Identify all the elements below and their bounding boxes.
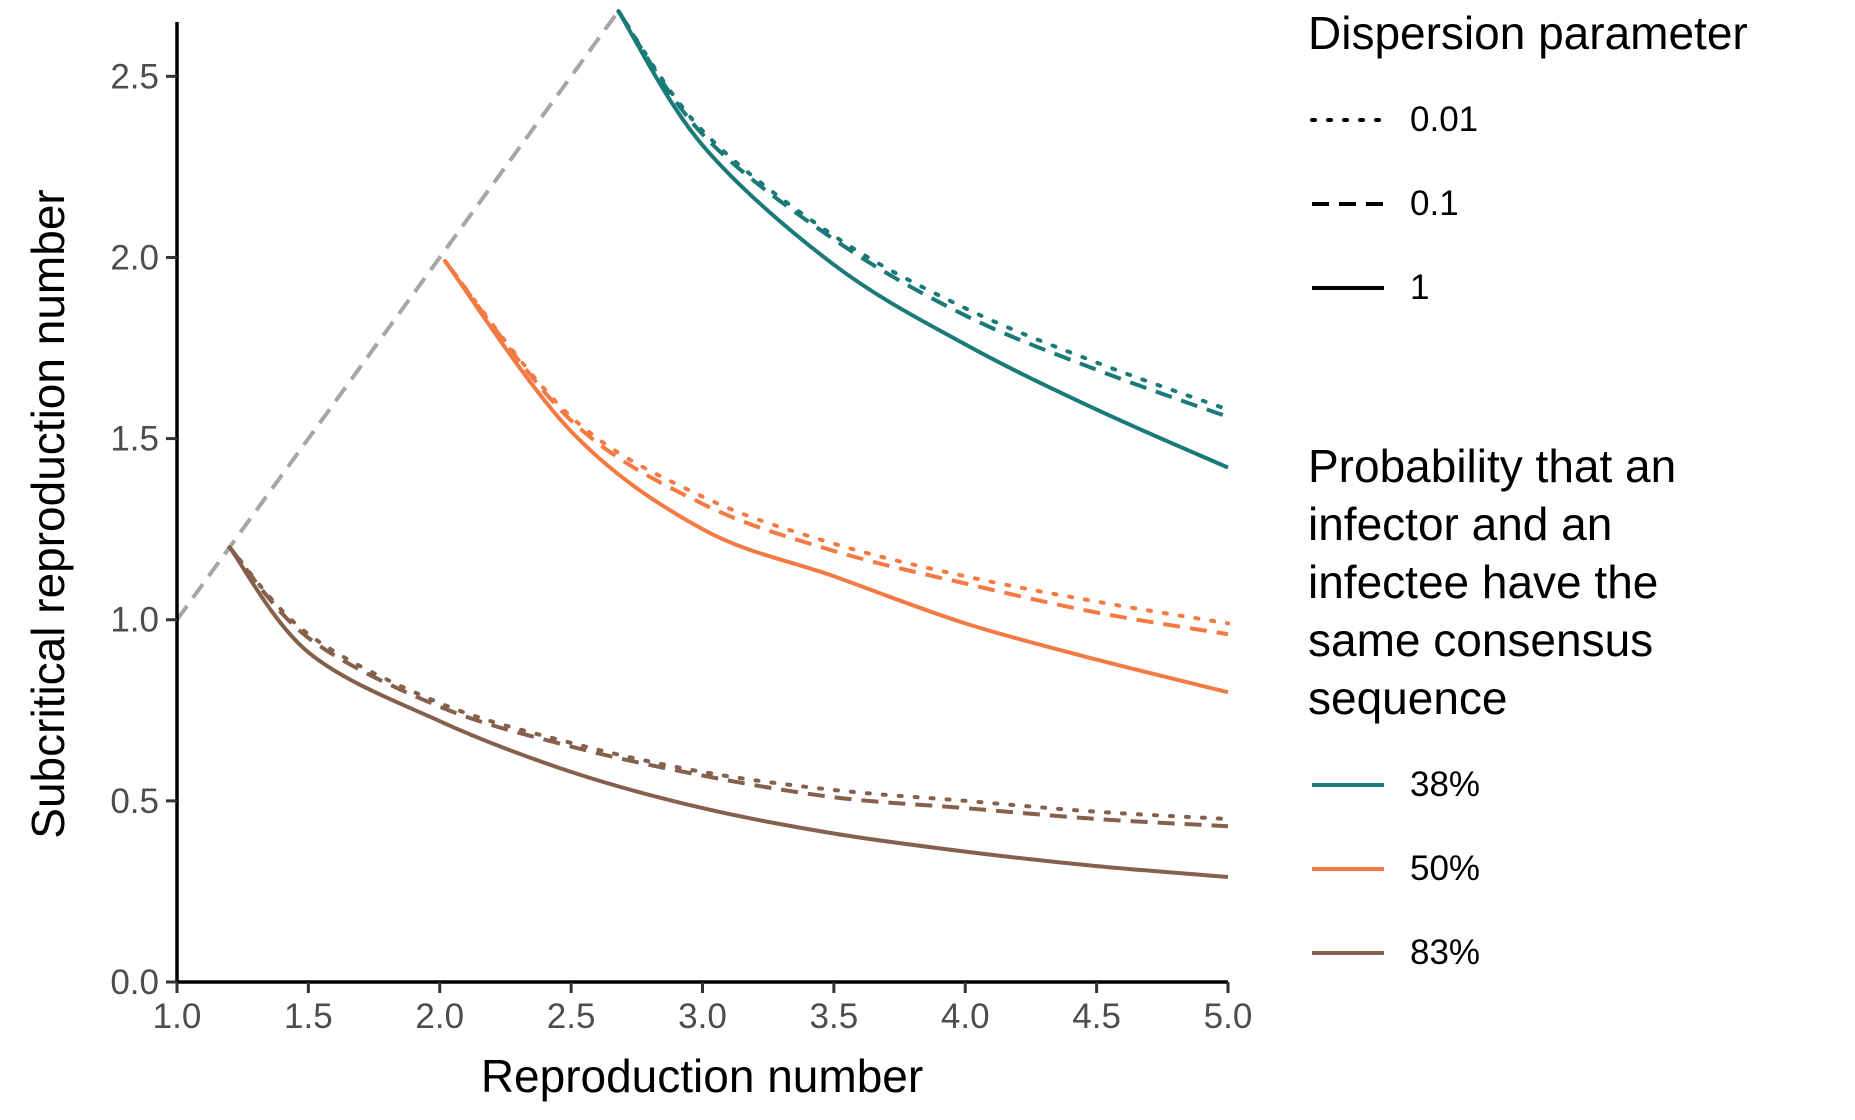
y-tick-label: 1.5 — [110, 420, 159, 459]
legend-key — [1312, 286, 1384, 290]
legend-key — [1312, 783, 1384, 787]
legend-item: 50% — [1308, 827, 1828, 911]
dispersion-legend-items: 0.01 0.1 1 — [1308, 78, 1828, 330]
series-layer — [227, 9, 1230, 879]
x-tick-label: 3.0 — [678, 997, 727, 1036]
x-tick-label: 1.0 — [153, 997, 202, 1036]
series-line — [227, 545, 1230, 821]
probability-legend-title-line: infectee have the — [1308, 556, 1659, 608]
series-line — [443, 259, 1230, 626]
legend-item: 38% — [1308, 743, 1828, 827]
x-tick-label: 1.5 — [284, 997, 333, 1036]
y-tick-label: 1.0 — [110, 601, 159, 640]
y-tick-label: 0.5 — [110, 782, 159, 821]
series-line — [616, 9, 1230, 412]
legend-key — [1310, 118, 1386, 122]
legend-label: 0.01 — [1410, 100, 1479, 139]
y-tick-label: 0.0 — [110, 963, 159, 1002]
legend-item: 83% — [1308, 911, 1828, 995]
tick-layer: 1.0 1.5 2.0 2.5 3.0 3.5 4.0 4.5 5.0 0.0 0.5 1.0 1.5 2… — [110, 57, 1252, 1036]
series-line — [616, 10, 1229, 470]
y-tick-label: 2.0 — [110, 238, 159, 277]
probability-legend-title-line: infector and an — [1308, 498, 1613, 550]
probability-legend: Probability that an infector and an infe… — [1308, 437, 1828, 995]
y-tick-label: 2.5 — [110, 57, 159, 96]
series-line — [443, 259, 1229, 695]
x-tick-label: 3.5 — [810, 997, 859, 1036]
legend-label: 83% — [1410, 933, 1481, 972]
series-line — [616, 10, 1229, 419]
series-line — [228, 545, 1229, 829]
reference-line-layer — [175, 9, 621, 621]
probability-legend-items: 38% 50% 83% — [1308, 743, 1828, 995]
legend-item: 0.01 — [1308, 78, 1828, 162]
dispersion-legend-title: Dispersion parameter — [1308, 7, 1748, 59]
legend-key — [1312, 202, 1384, 206]
y-axis-title: Subcritical reproduction number — [22, 189, 74, 838]
x-tick-label: 2.0 — [415, 997, 464, 1036]
probability-legend-title-line: sequence — [1308, 672, 1508, 724]
legend-label: 50% — [1410, 849, 1481, 888]
legend-item: 1 — [1308, 246, 1828, 330]
legend-item: 0.1 — [1308, 162, 1828, 246]
x-tick-label: 4.5 — [1072, 997, 1121, 1036]
legend-label: 0.1 — [1410, 184, 1459, 223]
legend-label: 1 — [1410, 268, 1430, 307]
reference-line — [175, 9, 621, 621]
probability-legend-title-line: Probability that an — [1308, 440, 1677, 492]
series-line — [443, 259, 1229, 637]
x-tick-label: 5.0 — [1204, 997, 1253, 1036]
x-tick-label: 4.0 — [941, 997, 990, 1036]
legend-key — [1312, 951, 1384, 955]
x-tick-label: 2.5 — [547, 997, 596, 1036]
probability-legend-title-line: same consensus — [1308, 614, 1654, 666]
dispersion-legend: Dispersion parameter 0.01 0.1 1 — [1308, 4, 1828, 330]
probability-legend-title: Probability that an infector and an infe… — [1308, 437, 1828, 727]
x-axis-title: Reproduction number — [481, 1050, 923, 1102]
legend-key — [1312, 867, 1384, 871]
legend-label: 38% — [1410, 765, 1481, 804]
series-line — [227, 546, 1229, 879]
